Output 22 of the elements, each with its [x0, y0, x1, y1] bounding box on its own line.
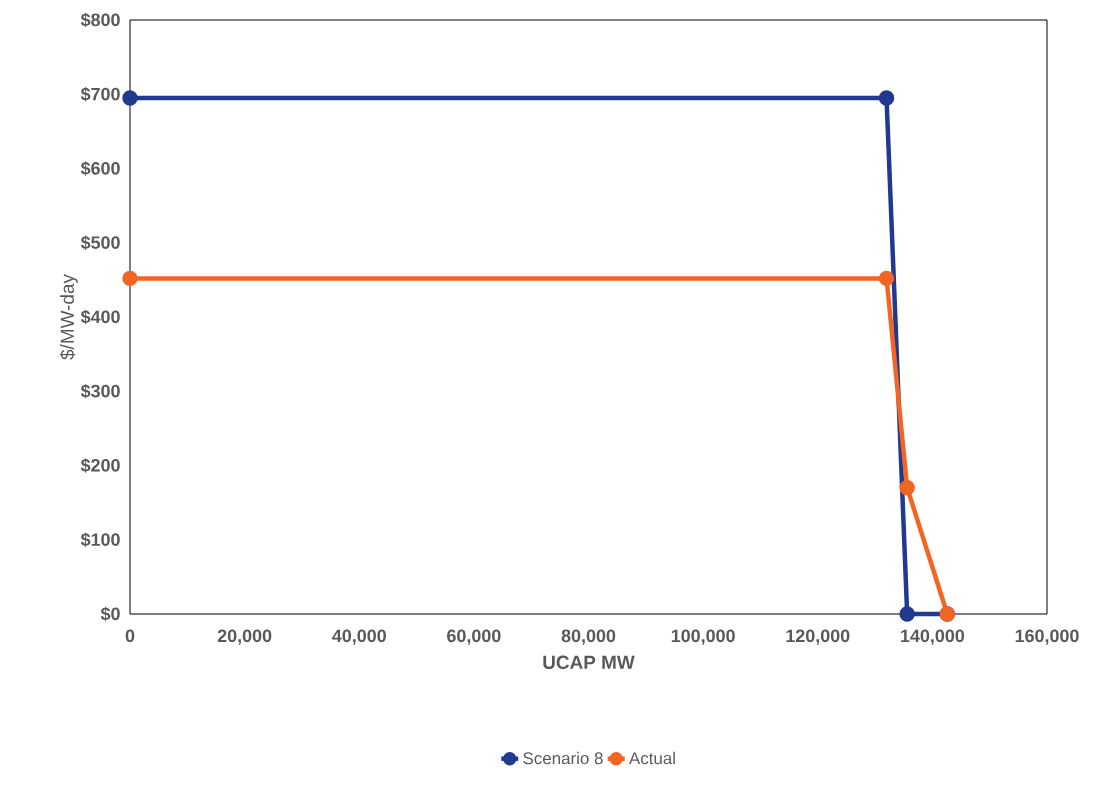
x-axis-title: UCAP MW: [543, 655, 635, 669]
x-tick-label: 80,000: [561, 629, 616, 645]
y-tick-label: $0: [100, 606, 120, 622]
x-tick-label: 160,000: [1015, 629, 1079, 645]
x-tick-label: 100,000: [671, 629, 735, 645]
y-tick-label: $500: [80, 235, 120, 251]
x-tick-label: 60,000: [447, 629, 501, 645]
legend-label: Actual: [628, 751, 675, 765]
y-tick-label: $100: [80, 532, 120, 548]
x-tick-label: 20,000: [217, 629, 272, 645]
y-tick-label: $700: [80, 86, 120, 102]
y-axis-title: $/MW-day: [59, 274, 78, 360]
x-tick-label: 0: [125, 629, 135, 643]
y-tick-label: $300: [80, 383, 120, 399]
y-tick-label: $400: [80, 309, 120, 325]
y-tick-label: $600: [80, 161, 120, 176]
x-tick-label: 140,000: [901, 629, 965, 645]
x-tick-label: 40,000: [332, 629, 386, 645]
y-tick-label: $800: [80, 12, 120, 28]
y-tick-label: $200: [80, 458, 120, 473]
x-tick-label: 120,000: [786, 629, 850, 645]
legend-label: Scenario 8: [523, 751, 603, 765]
